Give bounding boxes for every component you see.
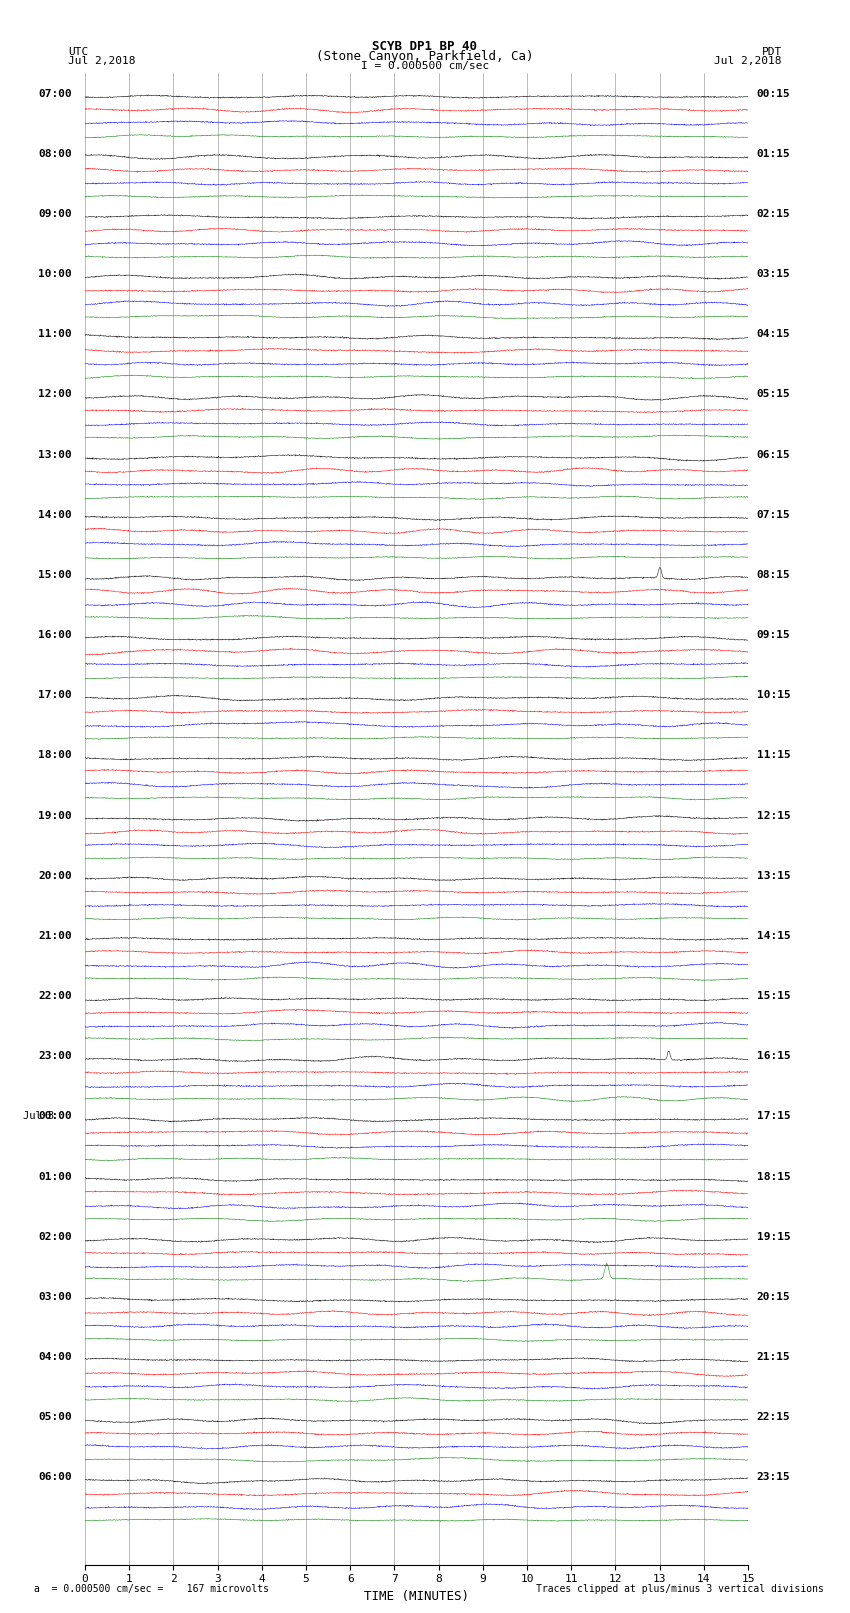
Text: 15:15: 15:15 (756, 990, 790, 1002)
Text: 15:00: 15:00 (38, 569, 71, 581)
Text: SCYB DP1 BP 40: SCYB DP1 BP 40 (372, 40, 478, 53)
Text: a  = 0.000500 cm/sec =    167 microvolts: a = 0.000500 cm/sec = 167 microvolts (34, 1584, 269, 1594)
Text: 20:00: 20:00 (38, 871, 71, 881)
Text: 04:15: 04:15 (756, 329, 790, 339)
Text: 18:15: 18:15 (756, 1171, 790, 1182)
Text: 10:00: 10:00 (38, 269, 71, 279)
Text: Traces clipped at plus/minus 3 vertical divisions: Traces clipped at plus/minus 3 vertical … (536, 1584, 824, 1594)
Text: 16:15: 16:15 (756, 1052, 790, 1061)
Text: 03:00: 03:00 (38, 1292, 71, 1302)
Text: 13:15: 13:15 (756, 871, 790, 881)
Text: Jul 3: Jul 3 (23, 1111, 54, 1121)
Text: 06:00: 06:00 (38, 1473, 71, 1482)
Text: 08:00: 08:00 (38, 148, 71, 158)
Text: 04:00: 04:00 (38, 1352, 71, 1361)
Text: 21:00: 21:00 (38, 931, 71, 940)
Text: 14:00: 14:00 (38, 510, 71, 519)
Text: 11:15: 11:15 (756, 750, 790, 760)
Text: 17:15: 17:15 (756, 1111, 790, 1121)
Text: 17:00: 17:00 (38, 690, 71, 700)
Text: Jul 2,2018: Jul 2,2018 (715, 56, 782, 66)
Text: 07:15: 07:15 (756, 510, 790, 519)
Text: 12:00: 12:00 (38, 389, 71, 400)
Text: 12:15: 12:15 (756, 811, 790, 821)
Text: 10:15: 10:15 (756, 690, 790, 700)
Text: 05:15: 05:15 (756, 389, 790, 400)
Text: 19:00: 19:00 (38, 811, 71, 821)
Text: 14:15: 14:15 (756, 931, 790, 940)
Text: 00:00: 00:00 (38, 1111, 71, 1121)
Text: 02:15: 02:15 (756, 210, 790, 219)
Text: 05:00: 05:00 (38, 1413, 71, 1423)
Text: 09:15: 09:15 (756, 631, 790, 640)
Text: 11:00: 11:00 (38, 329, 71, 339)
Text: 09:00: 09:00 (38, 210, 71, 219)
Text: 22:00: 22:00 (38, 990, 71, 1002)
Text: 23:00: 23:00 (38, 1052, 71, 1061)
Text: (Stone Canyon, Parkfield, Ca): (Stone Canyon, Parkfield, Ca) (316, 50, 534, 63)
Text: 23:15: 23:15 (756, 1473, 790, 1482)
Text: PDT: PDT (762, 47, 782, 56)
X-axis label: TIME (MINUTES): TIME (MINUTES) (364, 1590, 469, 1603)
Text: 03:15: 03:15 (756, 269, 790, 279)
Text: 00:15: 00:15 (756, 89, 790, 98)
Text: 21:15: 21:15 (756, 1352, 790, 1361)
Text: 01:00: 01:00 (38, 1171, 71, 1182)
Text: 13:00: 13:00 (38, 450, 71, 460)
Text: Jul 2,2018: Jul 2,2018 (68, 56, 135, 66)
Text: 22:15: 22:15 (756, 1413, 790, 1423)
Text: I = 0.000500 cm/sec: I = 0.000500 cm/sec (361, 61, 489, 71)
Text: 19:15: 19:15 (756, 1232, 790, 1242)
Text: 07:00: 07:00 (38, 89, 71, 98)
Text: 01:15: 01:15 (756, 148, 790, 158)
Text: 02:00: 02:00 (38, 1232, 71, 1242)
Text: 06:15: 06:15 (756, 450, 790, 460)
Text: 16:00: 16:00 (38, 631, 71, 640)
Text: 18:00: 18:00 (38, 750, 71, 760)
Text: 20:15: 20:15 (756, 1292, 790, 1302)
Text: 08:15: 08:15 (756, 569, 790, 581)
Text: UTC: UTC (68, 47, 88, 56)
